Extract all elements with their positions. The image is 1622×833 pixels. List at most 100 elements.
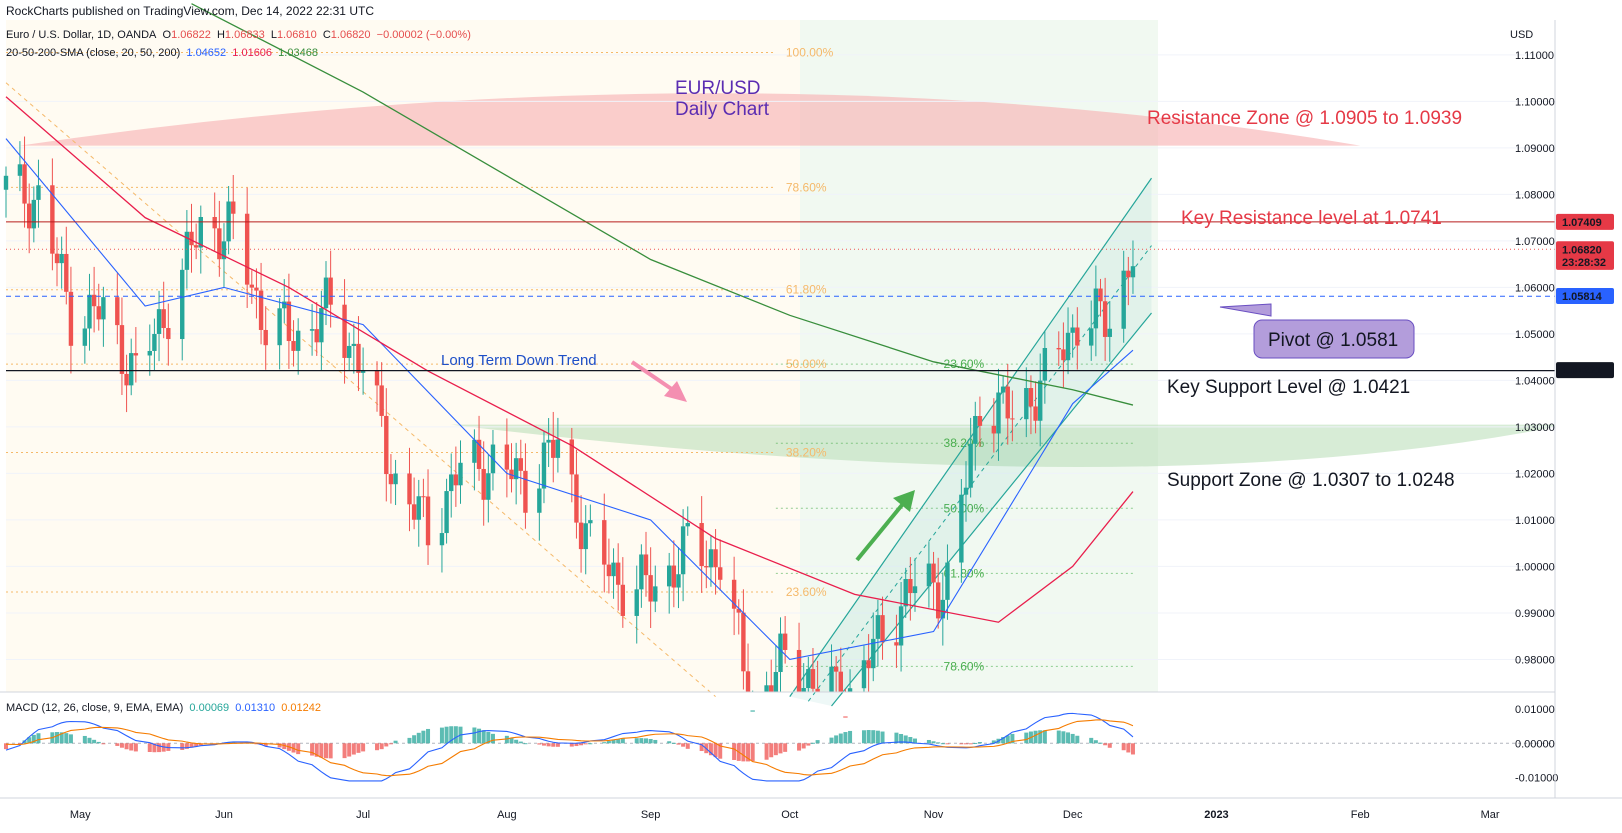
candle-body	[546, 439, 551, 443]
candle-body	[1042, 347, 1048, 381]
candle-body	[96, 306, 101, 320]
macd-hist-bar	[699, 743, 704, 752]
macd-hist-bar	[189, 743, 194, 748]
fib-label-left: 100.00%	[786, 46, 834, 60]
candle-body	[328, 277, 333, 305]
macd-hist-bar	[4, 743, 8, 750]
macd-hist-bar	[908, 737, 913, 744]
macd-hist-bar	[671, 742, 676, 744]
macd-hist-bar	[936, 742, 941, 744]
candle-body	[578, 522, 584, 550]
candle-body	[1098, 288, 1103, 302]
macd-hist-bar	[574, 743, 579, 747]
macd-hist-bar	[472, 727, 477, 744]
candle-body	[64, 253, 69, 292]
macd-tick: -0.01000	[1515, 772, 1558, 784]
candle-body	[866, 660, 871, 669]
candle-body	[249, 284, 254, 288]
candle-body	[129, 353, 134, 386]
candle-body	[115, 297, 120, 326]
candle-body	[945, 562, 950, 600]
candle-body	[231, 201, 236, 214]
macd-hist-bar	[880, 731, 885, 744]
candle-body	[180, 269, 185, 340]
time-tick: Jun	[215, 809, 233, 821]
macd-hist-bar	[319, 743, 324, 758]
macd-hist-bar	[778, 743, 783, 754]
candle-body	[119, 325, 125, 374]
price-tick: 1.01000	[1515, 515, 1555, 527]
macd-hist-bar	[314, 743, 319, 757]
price-tick: 1.06000	[1515, 282, 1555, 294]
macd-hist-bar	[147, 743, 152, 753]
candle-body	[773, 671, 779, 692]
time-tick: Jul	[356, 809, 370, 821]
candle-body	[940, 599, 946, 619]
macd-hist-bar	[115, 743, 120, 746]
time-tick: Sep	[641, 809, 661, 821]
macd-hist-bar	[1061, 731, 1066, 744]
macd-hist-bar	[871, 730, 876, 744]
candle-body	[384, 415, 389, 475]
down-trend-arrow-shaft	[630, 360, 678, 394]
candle-body	[838, 671, 843, 692]
candle-body	[212, 216, 217, 229]
macd-hist-bar	[523, 743, 528, 745]
macd-hist-bar	[861, 730, 866, 744]
candle-body	[36, 185, 41, 200]
candle-body	[184, 231, 190, 270]
macd-hist-bar	[1005, 735, 1010, 744]
low-value: 1.06810	[276, 29, 317, 41]
candle-body	[54, 253, 60, 264]
candle-body	[152, 333, 157, 351]
candle-body	[309, 329, 315, 331]
candle-body	[439, 533, 445, 546]
fib-label-right: 50.00%	[944, 501, 985, 515]
candle-body	[745, 671, 751, 692]
candle-body	[1130, 266, 1136, 278]
fib-label-left: 38.20%	[786, 445, 827, 459]
macd-hist-bar	[801, 743, 806, 749]
candle-body	[750, 710, 755, 712]
candle-body	[449, 474, 454, 492]
candle-body	[833, 666, 839, 672]
macd-hist-bar	[328, 743, 333, 759]
candle-body	[676, 574, 681, 588]
candle-body	[1107, 328, 1112, 337]
candle-body	[258, 290, 264, 330]
macd-hist-bar	[848, 730, 853, 744]
macd-hist-bar	[180, 743, 185, 750]
macd-hist-bar	[82, 735, 87, 744]
published-by: RockCharts published on TradingView.com,…	[6, 4, 374, 18]
candle-body	[898, 606, 904, 646]
candle-body	[198, 216, 203, 248]
macd-hist-bar	[296, 743, 301, 755]
macd-hist-bar	[96, 741, 101, 744]
macd-hist-bar	[866, 730, 871, 744]
macd-hist-bar	[973, 742, 978, 744]
candle-body	[411, 504, 417, 520]
candle-body	[476, 439, 482, 469]
macd-hist-bar	[1107, 743, 1112, 748]
candle-body	[537, 488, 542, 513]
macd-hist-bar	[124, 743, 129, 750]
candle-body	[1028, 388, 1034, 407]
macd-hist-bar	[59, 732, 64, 744]
candle-body	[504, 444, 510, 470]
candle-body	[82, 328, 88, 346]
candle-body	[458, 462, 463, 486]
candle-body	[643, 554, 649, 576]
symbol-name: Euro / U.S. Dollar, 1D, OANDA	[6, 29, 157, 41]
time-tick: Dec	[1063, 809, 1083, 821]
up-trend-arrow-head	[893, 490, 915, 512]
macd-signal-value: 0.01242	[281, 702, 321, 714]
candle-body	[1038, 380, 1043, 421]
macd-hist-bar	[342, 743, 347, 759]
candle-body	[346, 345, 352, 358]
candle-body	[1126, 270, 1131, 278]
macd-hist-bar	[101, 743, 106, 745]
macd-hist-bar	[834, 735, 839, 744]
candle-body	[166, 328, 171, 340]
macd-hist-bar	[254, 743, 259, 745]
